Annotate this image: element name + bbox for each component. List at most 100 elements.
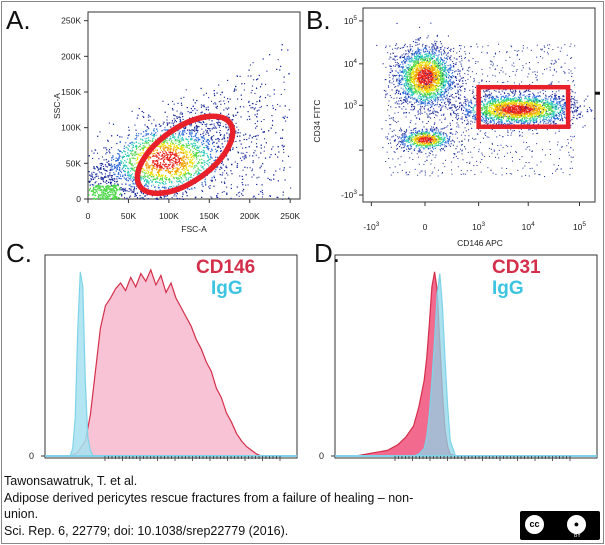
event-dot [191, 146, 193, 148]
event-dot [214, 156, 217, 158]
event-dot [181, 182, 183, 184]
event-dot [205, 125, 207, 127]
event-dot [105, 165, 107, 168]
event-dot [128, 154, 130, 156]
event-dot [181, 151, 183, 154]
event-dot [202, 162, 204, 164]
event-dot [242, 152, 244, 154]
event-dot [147, 187, 149, 189]
event-dot [207, 160, 209, 162]
event-dot [113, 179, 115, 181]
event-dot [100, 165, 102, 167]
event-dot [202, 185, 204, 187]
event-dot [120, 171, 123, 174]
event-dot [170, 145, 172, 148]
event-dot [106, 161, 108, 163]
event-dot [92, 198, 94, 200]
event-dot [96, 198, 98, 200]
event-dot [114, 178, 116, 180]
event-dot [123, 166, 125, 168]
event-dot [167, 129, 169, 131]
event-dot [277, 196, 279, 198]
event-dot [133, 169, 135, 171]
event-dot [170, 153, 172, 155]
event-dot [226, 140, 229, 142]
event-dot [182, 116, 184, 118]
event-dot [114, 196, 116, 198]
event-dot [196, 152, 198, 154]
event-dot [132, 143, 134, 145]
event-dot [113, 196, 115, 199]
event-dot [148, 177, 150, 179]
event-dot [131, 173, 133, 175]
event-dot [246, 139, 248, 141]
event-dot [239, 106, 241, 108]
event-dot [91, 179, 93, 181]
event-dot [151, 170, 153, 172]
event-dot [202, 154, 204, 157]
event-dot [256, 138, 258, 140]
event-dot [249, 64, 251, 66]
event-dot [201, 166, 203, 168]
event-dot [160, 178, 162, 180]
event-dot [95, 186, 97, 188]
event-dot [422, 75, 424, 77]
event-dot [282, 194, 284, 196]
event-dot [159, 182, 161, 184]
event-dot [176, 145, 178, 147]
event-dot [137, 162, 139, 164]
event-dot [272, 120, 274, 122]
event-dot [251, 176, 253, 178]
event-dot [173, 138, 175, 140]
event-dot [196, 149, 198, 152]
event-dot [111, 190, 113, 192]
event-dot [107, 175, 109, 177]
event-dot [95, 185, 97, 187]
event-dot [171, 182, 173, 184]
event-dot [197, 155, 199, 157]
event-dot [114, 193, 117, 195]
event-dot [172, 143, 174, 145]
event-dot [190, 166, 192, 168]
event-dot [135, 144, 137, 146]
event-dot [200, 112, 202, 114]
event-dot [155, 160, 157, 162]
event-dot [125, 177, 127, 180]
event-dot [176, 181, 178, 183]
event-dot [263, 119, 265, 121]
event-dot [167, 123, 169, 125]
event-dot [147, 165, 149, 167]
event-dot [227, 98, 229, 100]
event-dot [156, 197, 158, 199]
event-dot [176, 170, 178, 172]
event-dot [162, 186, 164, 188]
event-dot [156, 155, 158, 157]
event-dot [253, 108, 255, 110]
event-dot [217, 118, 219, 120]
event-dot [178, 144, 180, 146]
event-dot [213, 145, 215, 147]
event-dot [126, 174, 128, 176]
event-dot [211, 120, 213, 122]
event-dot [182, 145, 185, 147]
event-dot [190, 139, 192, 141]
event-dot [198, 138, 200, 140]
event-dot [238, 195, 240, 197]
event-dot [282, 146, 284, 148]
event-dot [164, 181, 166, 183]
event-dot [179, 148, 181, 150]
event-dot [431, 83, 433, 85]
event-dot [203, 151, 206, 153]
event-dot [118, 177, 120, 179]
event-dot [206, 123, 208, 125]
event-dot [249, 135, 251, 137]
event-dot [144, 195, 146, 197]
event-dot [140, 138, 142, 140]
event-dot [157, 171, 159, 173]
event-dot [145, 195, 147, 197]
event-dot [140, 133, 142, 135]
event-dot [195, 196, 197, 198]
event-dot [116, 197, 118, 199]
event-dot [422, 64, 424, 66]
